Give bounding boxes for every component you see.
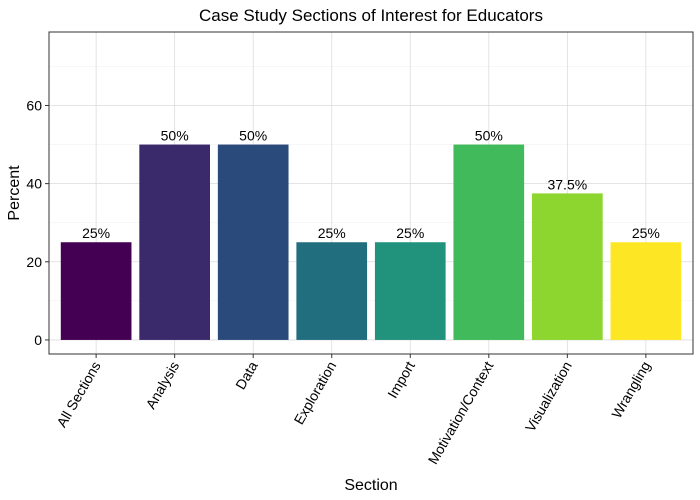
x-tick-label: Wrangling xyxy=(608,359,653,421)
bar-value-label: 25% xyxy=(318,225,346,241)
y-tick-label: 60 xyxy=(26,97,42,113)
bar xyxy=(610,242,682,340)
bar xyxy=(217,144,289,340)
y-tick-label: 40 xyxy=(26,176,42,192)
bar-value-label: 25% xyxy=(396,225,424,241)
chart-title: Case Study Sections of Interest for Educ… xyxy=(199,6,543,25)
y-axis-title: Percent xyxy=(6,165,23,221)
plot-panel-border xyxy=(48,31,694,355)
x-tick-label: Analysis xyxy=(142,359,182,412)
bar xyxy=(374,242,446,340)
bar-value-label: 37.5% xyxy=(547,176,587,192)
x-tick-label: All Sections xyxy=(53,359,103,430)
bar-value-label: 25% xyxy=(632,225,660,241)
x-axis: All Sections Analysis Data Exploration Impor… xyxy=(53,354,653,467)
x-tick-label: Data xyxy=(232,358,261,392)
bar xyxy=(60,242,132,340)
x-tick-label: Visualization xyxy=(522,359,575,435)
y-tick-label: 0 xyxy=(34,332,42,348)
x-tick-label: Import xyxy=(384,358,418,400)
x-tick-label: Motivation/Context xyxy=(425,358,497,467)
x-tick-label: Exploration xyxy=(290,359,339,428)
bar-value-label: 50% xyxy=(161,128,189,144)
bar xyxy=(296,242,368,340)
bars xyxy=(60,144,682,340)
bar-value-label: 50% xyxy=(475,128,503,144)
y-axis: 0 20 40 60 xyxy=(26,97,49,348)
bar-value-label: 25% xyxy=(82,225,110,241)
bar-value-labels: 25% 50% 50% 25% 25% 50% 37.5% 25% xyxy=(82,128,660,242)
bar xyxy=(139,144,210,340)
bar xyxy=(453,144,525,340)
bar xyxy=(532,193,603,340)
y-tick-label: 20 xyxy=(26,254,42,270)
bar-value-label: 50% xyxy=(239,128,267,144)
x-axis-title: Section xyxy=(344,477,397,494)
